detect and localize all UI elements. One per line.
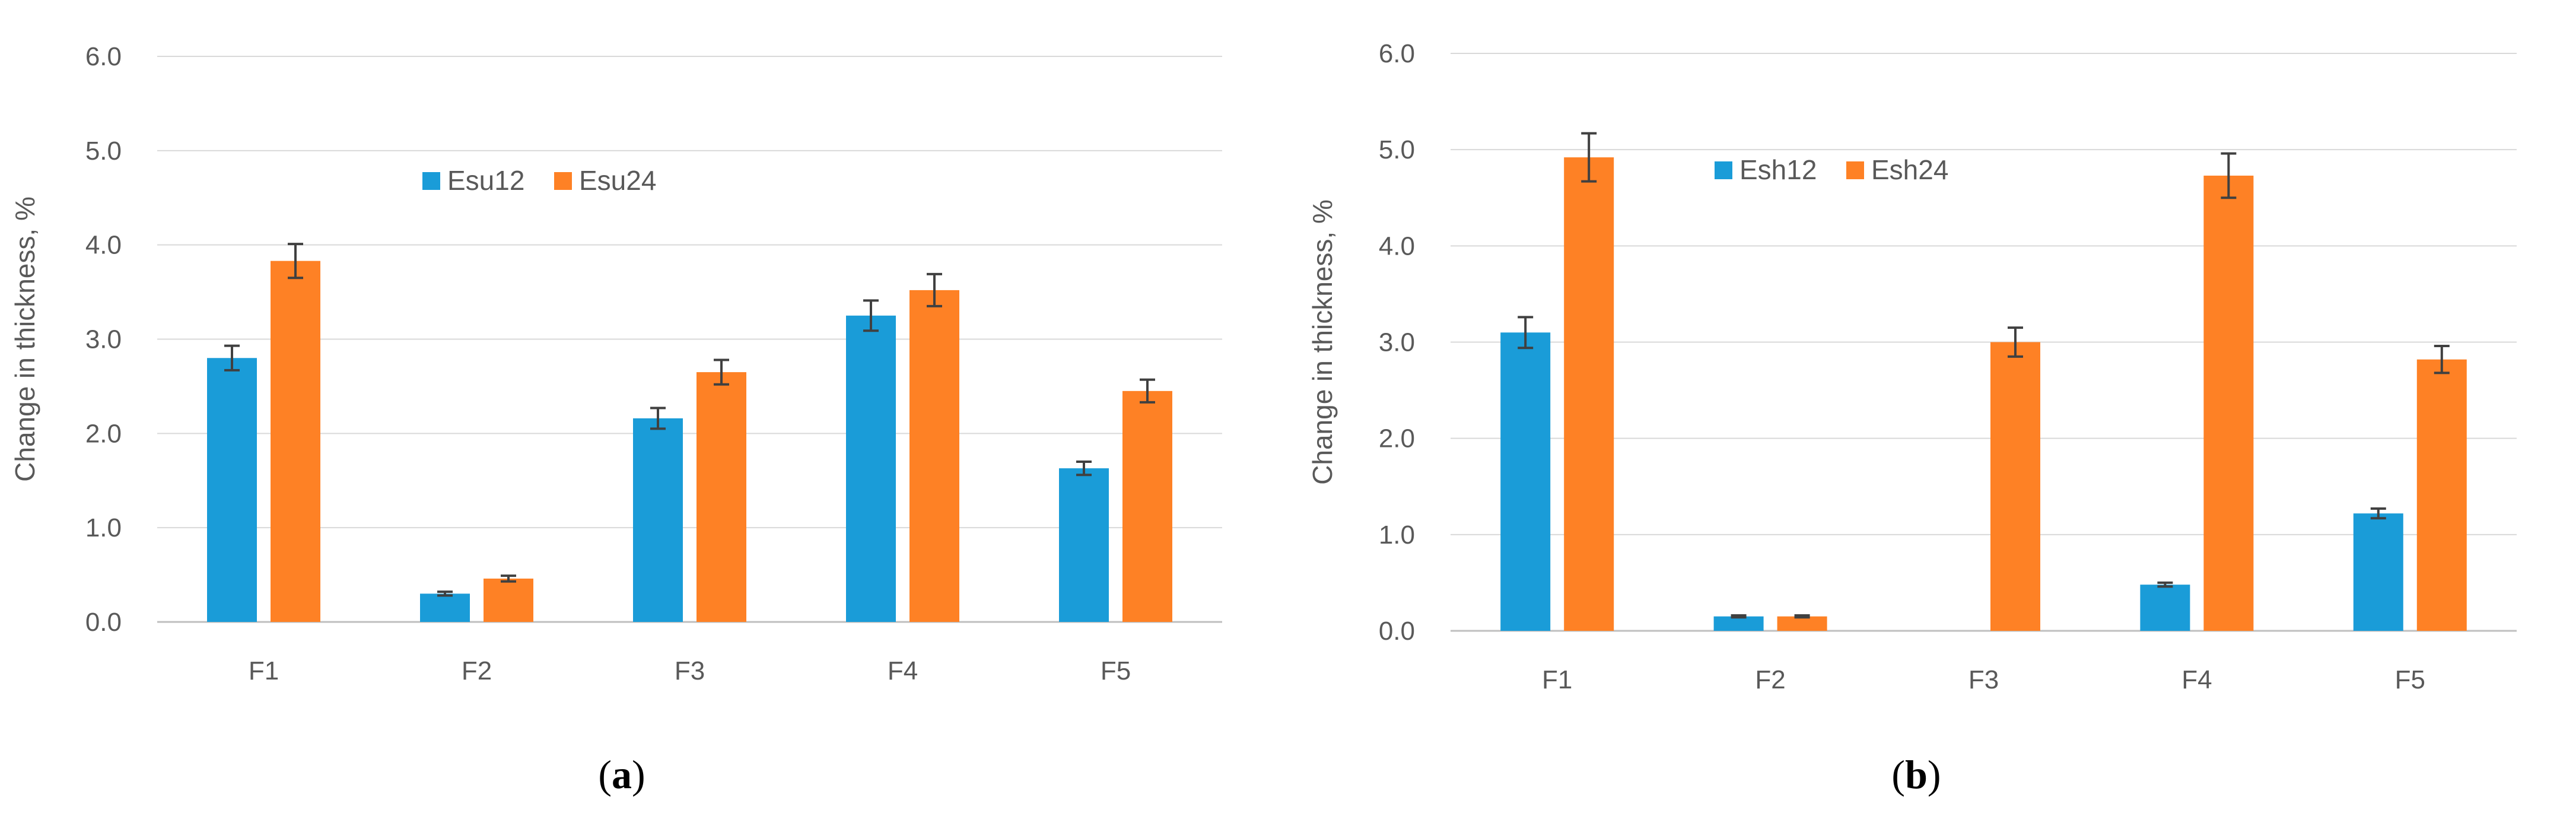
panel-b-x-tick-label: F3 xyxy=(1968,665,1999,694)
panel-b-y-tick-label: 1.0 xyxy=(1379,520,1415,550)
panel-b-error-bar-esh24-f4 xyxy=(2221,152,2237,199)
panel-a-x-tick-label: F4 xyxy=(888,656,918,685)
panel-b-bar-esh12-f2 xyxy=(1713,616,1764,631)
panel-b-error-bar-esh12-f5 xyxy=(2370,507,2386,520)
panel-a-bar-esu24-f2 xyxy=(484,578,533,622)
panel-b-error-bar-esh24-f1 xyxy=(1581,132,1597,183)
panel-a-error-bar-esu12-f1 xyxy=(224,344,240,372)
panel-a-error-bar-esu12-f2 xyxy=(437,590,453,597)
panel-b-y-tick-label: 2.0 xyxy=(1379,424,1415,453)
panel-a-bar-esu12-f1 xyxy=(207,358,257,622)
panel-b-bar-esh12-f5 xyxy=(2353,513,2403,631)
panel-a-bar-esu24-f4 xyxy=(909,290,959,622)
panel-a-y-tick-label: 6.0 xyxy=(85,42,122,71)
caption-a-letter: a xyxy=(612,752,632,797)
caption-b-close: ) xyxy=(1928,752,1941,797)
panel-a-legend-label-esu12: Esu12 xyxy=(447,165,524,196)
panel-b-error-bar-esh24-f3 xyxy=(2008,326,2023,358)
panel-b-legend-swatch-esh12 xyxy=(1715,161,1732,179)
caption-a: (a) xyxy=(598,752,645,797)
panel-b-x-tick-label: F1 xyxy=(1542,665,1572,694)
panel-a-y-tick-label: 3.0 xyxy=(85,325,122,354)
panel-a-x-tick-label: F3 xyxy=(675,656,705,685)
panel-a-y-tick-label: 2.0 xyxy=(85,419,122,448)
panel-b-x-tick-label: F5 xyxy=(2395,665,2425,694)
panel-a-legend-swatch-esu24 xyxy=(554,172,572,190)
caption-a-close: ) xyxy=(632,752,645,797)
panel-a-legend-label-esu24: Esu24 xyxy=(579,165,656,196)
panel-b-error-bar-esh12-f1 xyxy=(1518,316,1534,350)
panel-a-y-tick-label: 1.0 xyxy=(85,513,122,542)
panel-a-bar-esu24-f1 xyxy=(271,261,320,622)
panel-b-y-tick-label: 4.0 xyxy=(1379,231,1415,261)
panel-b-error-bar-esh24-f5 xyxy=(2434,344,2450,374)
panel-b-x-tick-label: F4 xyxy=(2181,665,2212,694)
panel-b-y-tick-label: 5.0 xyxy=(1379,135,1415,164)
panel-a-y-tick-label: 5.0 xyxy=(85,136,122,166)
panel-b-y-tick-label: 6.0 xyxy=(1379,39,1415,68)
panel-b-bar-esh12-f4 xyxy=(2140,585,2190,631)
panel-b-legend-label-esh24: Esh24 xyxy=(1871,154,1948,185)
panel-b-error-bar-esh24-f2 xyxy=(1794,614,1810,619)
panel-b-legend-label-esh12: Esh12 xyxy=(1739,154,1817,185)
panel-b-y-axis-title: Change in thickness, % xyxy=(1307,199,1338,485)
panel-a-error-bar-esu24-f5 xyxy=(1140,378,1155,404)
panel-b-bar-esh12-f1 xyxy=(1500,332,1551,631)
caption-b-letter: b xyxy=(1905,752,1928,797)
panel-b-legend-swatch-esh24 xyxy=(1846,161,1864,179)
panel-b-bar-esh24-f2 xyxy=(1777,616,1827,631)
panel-a-error-bar-esu24-f3 xyxy=(714,358,729,386)
panel-a-error-bar-esu12-f4 xyxy=(863,299,879,332)
panel-b-bar-esh24-f3 xyxy=(1990,342,2040,631)
panel-a-y-axis-title: Change in thickness, % xyxy=(9,196,40,482)
caption-b-open: ( xyxy=(1891,752,1905,797)
panel-b-error-bar-esh12-f4 xyxy=(2157,581,2173,588)
panel-a-bar-esu24-f3 xyxy=(697,372,746,622)
panel-a-legend-swatch-esu12 xyxy=(422,172,440,190)
panel-a-bar-esu12-f4 xyxy=(846,315,896,622)
panel-a-y-tick-label: 4.0 xyxy=(85,231,122,260)
panel-a-error-bar-esu12-f5 xyxy=(1076,460,1092,477)
panel-a-x-tick-label: F5 xyxy=(1101,656,1131,685)
panel-a-bar-esu12-f3 xyxy=(633,418,683,622)
chart-panel-b: 0.0 1.0 2.0 3.0 4.0 5.0 6.0 Change in thickness… xyxy=(1307,39,2517,694)
caption-b: (b) xyxy=(1891,752,1941,797)
panel-b-bar-esh24-f4 xyxy=(2203,175,2254,631)
panel-b-bar-esh24-f1 xyxy=(1564,157,1614,631)
panel-a-error-bar-esu24-f2 xyxy=(501,574,516,583)
panel-a-bar-esu12-f2 xyxy=(420,593,470,622)
panel-a-bar-esu12-f5 xyxy=(1059,468,1109,622)
panel-a-x-tick-label: F2 xyxy=(462,656,492,685)
panel-a-bar-esu24-f5 xyxy=(1122,390,1172,622)
panel-a-error-bar-esu12-f3 xyxy=(650,407,666,430)
chart-panel-a: 0.0 1.0 2.0 3.0 4.0 5.0 6.0 Change in thickness… xyxy=(9,42,1222,685)
panel-a-error-bar-esu24-f4 xyxy=(927,272,942,307)
panel-a-error-bar-esu24-f1 xyxy=(288,243,303,280)
panel-b-error-bar-esh12-f2 xyxy=(1731,614,1747,619)
panel-b-y-tick-label: 0.0 xyxy=(1379,617,1415,646)
panel-b-y-tick-label: 3.0 xyxy=(1379,328,1415,357)
panel-a-x-tick-label: F1 xyxy=(249,656,279,685)
panel-a-y-tick-label: 0.0 xyxy=(85,608,122,637)
panel-b-x-tick-label: F2 xyxy=(1755,665,1785,694)
panel-b-bar-esh24-f5 xyxy=(2416,359,2467,631)
caption-a-open: ( xyxy=(598,752,612,797)
